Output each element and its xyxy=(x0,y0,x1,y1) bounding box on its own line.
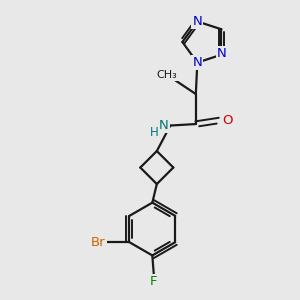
Text: CH₃: CH₃ xyxy=(157,70,177,80)
Text: H: H xyxy=(149,126,158,139)
Text: F: F xyxy=(150,275,158,288)
Text: N: N xyxy=(217,47,226,60)
Text: N: N xyxy=(159,119,169,132)
Text: N: N xyxy=(193,15,202,28)
Text: N: N xyxy=(193,56,202,69)
Text: Br: Br xyxy=(91,236,106,249)
Text: O: O xyxy=(222,114,233,127)
